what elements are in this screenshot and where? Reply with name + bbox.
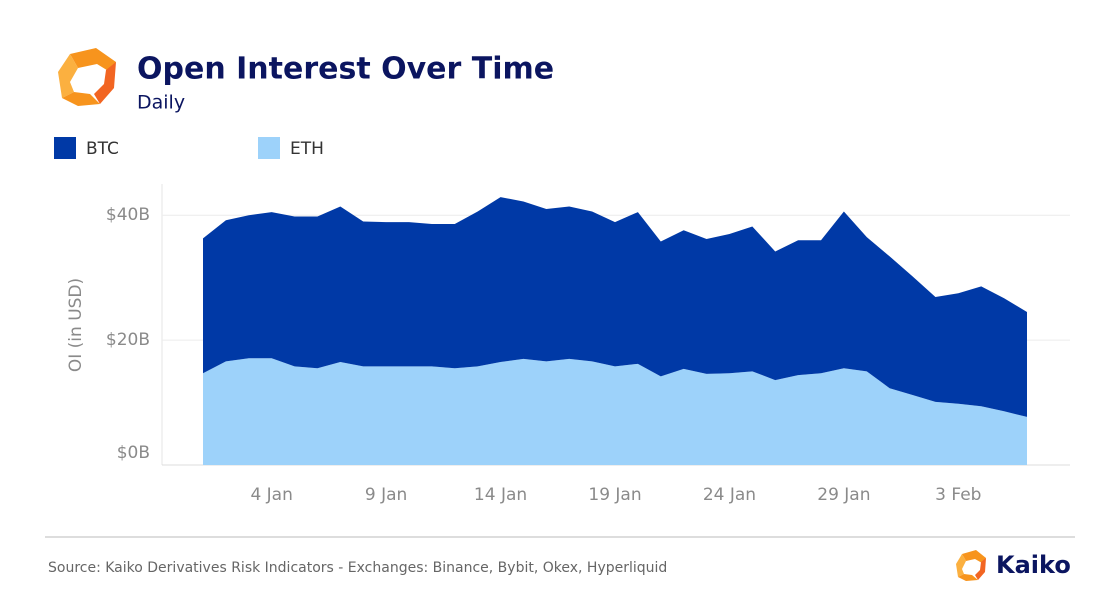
area [203,197,1027,417]
y-tick-label: $40B [106,205,150,225]
x-tick-label: 29 Jan [817,485,870,505]
legend-swatch [54,137,76,159]
legend-label: ETH [290,139,324,159]
y-tick-label: $0B [117,443,150,463]
x-tick-label: 24 Jan [703,485,756,505]
y-axis-label: OI (in USD) [66,278,86,372]
legend-swatch [258,137,280,159]
area [203,358,1027,465]
source-note: Source: Kaiko Derivatives Risk Indicator… [48,560,667,576]
x-tick-label: 19 Jan [588,485,641,505]
x-tick-label: 3 Feb [935,485,981,505]
brand-name: Kaiko [996,551,1071,579]
chart-subtitle: Daily [137,92,185,114]
brand-logo [956,550,986,581]
chart-title: Open Interest Over Time [137,52,554,87]
legend-label: BTC [86,139,119,159]
logo [58,48,116,106]
x-tick-label: 4 Jan [250,485,292,505]
x-tick-label: 9 Jan [365,485,407,505]
x-tick-label: 14 Jan [474,485,527,505]
y-tick-label: $20B [106,330,150,350]
